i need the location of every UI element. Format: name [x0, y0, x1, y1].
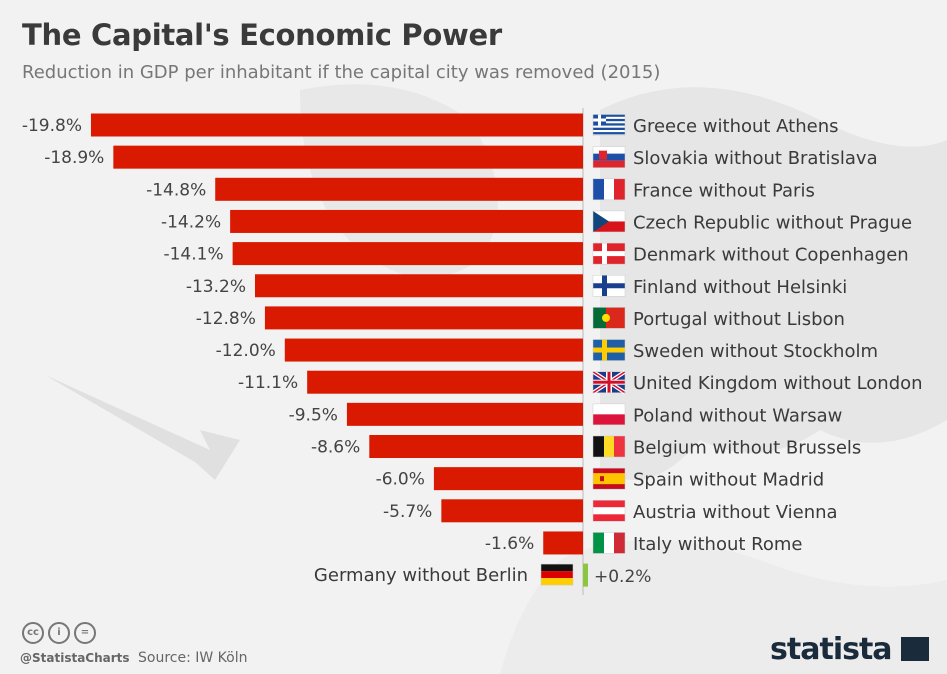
category-label: France without Paris	[633, 180, 815, 201]
flag-se-icon	[592, 339, 626, 361]
flag-es-icon	[592, 467, 626, 490]
flag-fr-icon	[592, 178, 626, 201]
category-label: Sweden without Stockholm	[633, 341, 878, 362]
value-label: -9.5%	[289, 405, 338, 425]
bar	[543, 531, 583, 555]
bar	[113, 145, 584, 169]
flag-dk-icon	[592, 242, 626, 265]
value-label: -1.6%	[485, 534, 534, 554]
flag-fi-icon	[592, 275, 626, 297]
chart-title: The Capital's Economic Power	[22, 18, 502, 52]
flag-sk-icon	[592, 146, 626, 168]
flag-it-icon	[592, 532, 626, 554]
bar	[264, 306, 583, 330]
value-label: -12.0%	[216, 341, 276, 361]
flag-at-icon	[592, 500, 626, 522]
category-label: Italy without Rome	[633, 534, 802, 555]
value-label: -14.8%	[146, 180, 206, 200]
bar	[232, 242, 584, 266]
category-label: Finland without Helsinki	[633, 277, 847, 298]
bar	[215, 177, 583, 201]
statista-logo: statista	[770, 632, 929, 667]
value-label: -6.0%	[376, 470, 425, 490]
category-label: United Kingdom without London	[633, 373, 923, 394]
bar	[346, 402, 583, 426]
category-label: Austria without Vienna	[633, 502, 838, 523]
flag-cz-icon	[592, 210, 626, 233]
downtrend-arrow-icon	[45, 375, 240, 480]
flag-gr-icon	[592, 114, 626, 136]
category-label: Portugal without Lisbon	[633, 309, 845, 330]
category-label: Poland without Warsaw	[633, 405, 842, 426]
value-label: -18.9%	[44, 148, 104, 168]
flag-pl-icon	[592, 403, 626, 426]
bar	[441, 499, 583, 523]
bar	[230, 209, 583, 233]
category-label: Denmark without Copenhagen	[633, 245, 909, 266]
footer-source: Source: IW Köln	[138, 650, 248, 666]
category-label: Slovakia without Bratislava	[633, 148, 878, 169]
category-label: Spain without Madrid	[633, 470, 824, 491]
flag-gb-icon	[591, 370, 627, 395]
nd-icon: =	[74, 622, 96, 644]
value-label: -14.2%	[161, 212, 221, 232]
category-label: Belgium without Brussels	[633, 438, 861, 459]
category-label: Czech Republic without Prague	[633, 212, 912, 233]
flag-be-icon	[592, 435, 626, 458]
value-label: +0.2%	[594, 567, 651, 587]
flag-de-icon	[540, 563, 574, 586]
by-icon: i	[48, 622, 70, 644]
value-label: -14.1%	[163, 245, 223, 265]
statista-logo-icon	[901, 637, 929, 661]
value-label: -12.8%	[196, 309, 256, 329]
bar	[583, 563, 588, 587]
value-label: -13.2%	[186, 277, 246, 297]
bar	[307, 370, 583, 394]
bar	[254, 274, 584, 298]
bar	[369, 435, 583, 458]
value-label: -19.8%	[22, 116, 82, 136]
bar	[284, 338, 583, 362]
value-label: -11.1%	[238, 373, 298, 393]
bar	[90, 113, 583, 137]
value-label: -5.7%	[383, 502, 432, 522]
footer-handle: @StatistaCharts	[20, 651, 130, 665]
category-label: Germany without Berlin	[314, 565, 528, 586]
cc-icon: cc	[22, 622, 44, 644]
chart-subtitle: Reduction in GDP per inhabitant if the c…	[22, 62, 661, 83]
category-label: Greece without Athens	[633, 116, 839, 137]
flag-pt-icon	[592, 307, 626, 329]
bar	[433, 467, 583, 491]
value-label: -8.6%	[311, 438, 360, 458]
